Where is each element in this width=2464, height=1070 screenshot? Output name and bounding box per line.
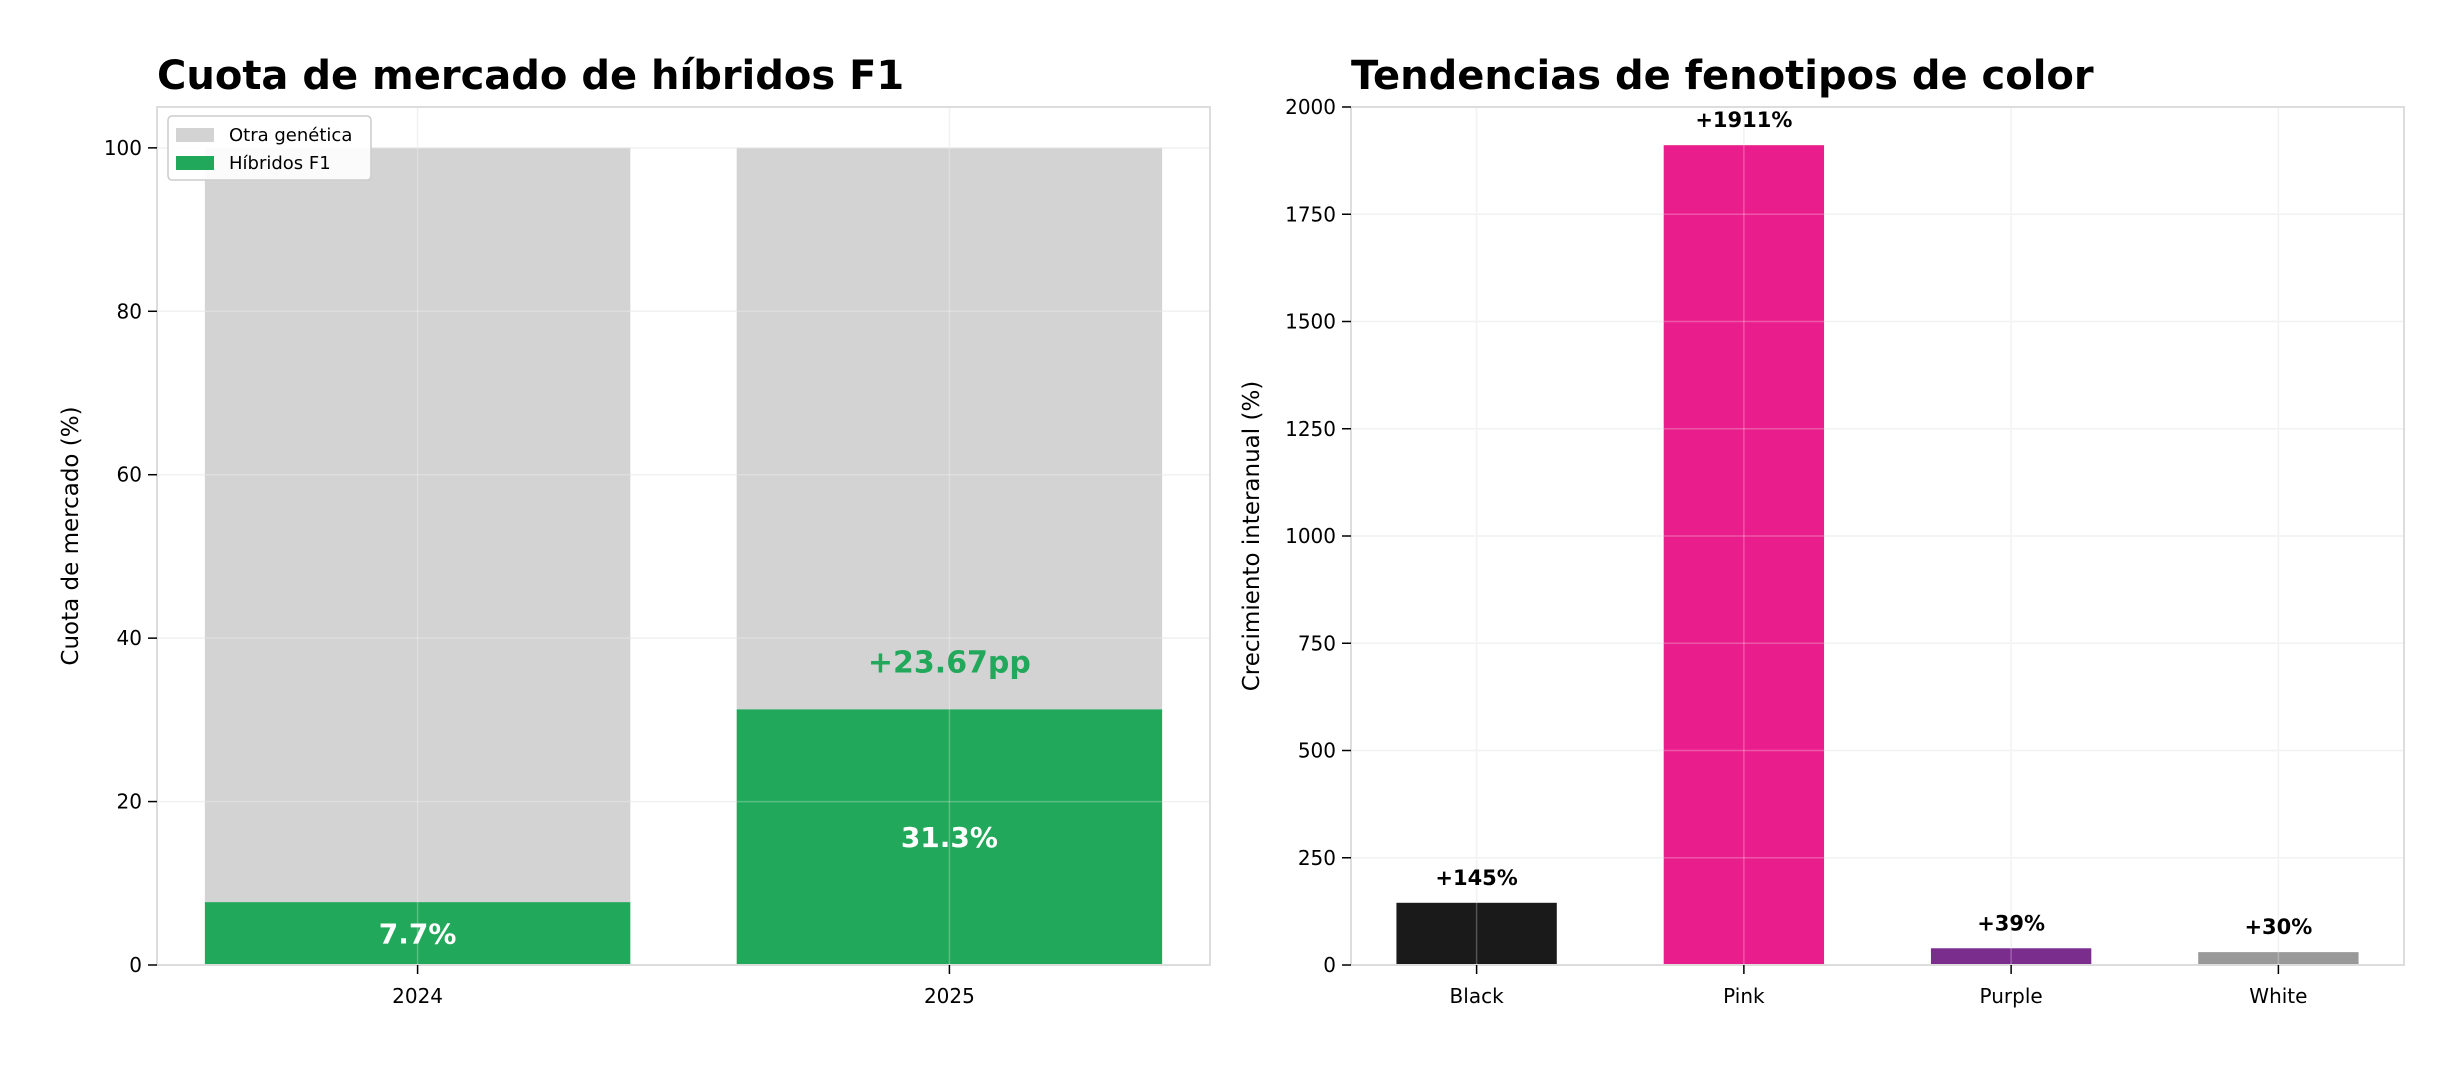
bar-hybrid <box>204 902 631 965</box>
y-axis-label: Crecimiento interanual (%) <box>1239 381 1265 692</box>
data-label: 7.7% <box>379 918 457 951</box>
y-tick-label: 40 <box>117 626 142 650</box>
y-axis-label: Cuota de mercado (%) <box>58 406 84 665</box>
legend: Otra genética Híbridos F1 <box>167 115 372 181</box>
legend-frame <box>167 115 372 181</box>
y-tick-label: 500 <box>1298 739 1336 763</box>
bar-pink <box>1663 145 1825 965</box>
y-tick-label: 0 <box>129 953 142 977</box>
x-tick-label: Black <box>1450 984 1505 1008</box>
change-annotation: +23.67pp <box>868 646 1031 681</box>
chart-title: Cuota de mercado de híbridos F1 <box>157 53 904 99</box>
y-tick-label: 0 <box>1323 953 1336 977</box>
x-tick-label: Purple <box>1980 984 2043 1008</box>
bar-other <box>736 147 1163 710</box>
market-share-chart: Cuota de mercado de híbridos F1 Cuota de… <box>58 53 1211 1008</box>
y-tick-label: 100 <box>104 136 142 160</box>
legend-swatch <box>176 156 214 170</box>
x-tick-label: 2025 <box>924 984 975 1008</box>
data-label: +145% <box>1435 866 1517 890</box>
data-label: +39% <box>1977 911 2045 935</box>
bar-hybrid <box>736 709 1163 965</box>
data-label: +30% <box>2244 915 2312 939</box>
y-tick-label: 250 <box>1298 846 1336 870</box>
bar-black <box>1396 902 1557 965</box>
x-tick-label: White <box>2249 984 2307 1008</box>
bar-other <box>204 147 631 903</box>
bar-purple <box>1930 948 2092 965</box>
y-tick-label: 2000 <box>1285 95 1336 119</box>
y-tick-label: 1000 <box>1285 524 1336 548</box>
y-tick-label: 750 <box>1298 631 1336 655</box>
data-label: 31.3% <box>901 821 998 854</box>
x-tick-label: Pink <box>1723 984 1765 1008</box>
axes-frame <box>156 106 1211 966</box>
y-tick-label: 1500 <box>1285 310 1336 334</box>
y-tick-label: 20 <box>117 790 142 814</box>
legend-label: Híbridos F1 <box>229 153 331 174</box>
y-tick-label: 1750 <box>1285 202 1336 226</box>
y-tick-label: 1250 <box>1285 417 1336 441</box>
chart-title: Tendencias de fenotipos de color <box>1351 53 2094 99</box>
y-tick-label: 80 <box>117 299 142 323</box>
y-tick-label: 60 <box>117 463 142 487</box>
x-tick-label: 2024 <box>392 984 443 1008</box>
color-phenotype-chart: Tendencias de fenotipos de color Crecimi… <box>1239 53 2405 1008</box>
bar-white <box>2198 952 2359 965</box>
data-label: +1911% <box>1695 108 1792 132</box>
legend-swatch <box>176 128 214 142</box>
legend-label: Otra genética <box>229 125 352 146</box>
